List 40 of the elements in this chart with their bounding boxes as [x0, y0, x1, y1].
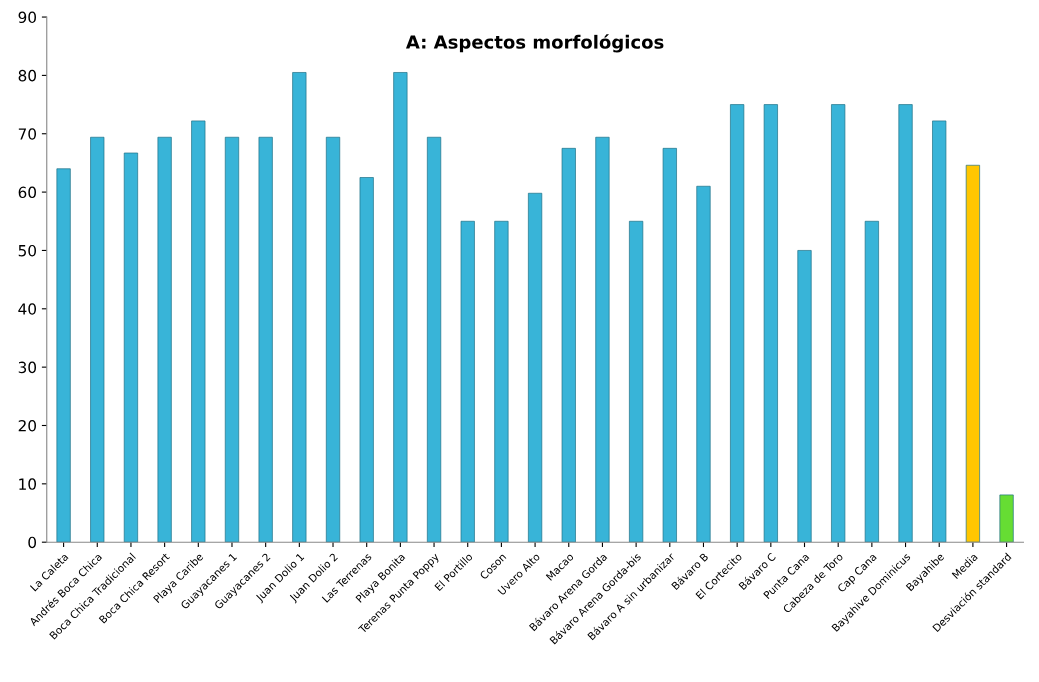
bar	[831, 104, 846, 543]
bar	[292, 72, 307, 543]
bar	[426, 136, 442, 543]
bar	[123, 152, 139, 543]
bar	[999, 494, 1014, 543]
bar	[393, 72, 408, 543]
y-tick-label: 0	[28, 536, 37, 549]
bar	[629, 220, 644, 543]
bar	[763, 104, 778, 543]
y-tick-label: 40	[18, 303, 37, 315]
bar	[730, 104, 745, 543]
bar	[325, 136, 341, 543]
y-tick-label: 30	[18, 361, 37, 374]
bar	[460, 220, 475, 543]
bar	[90, 136, 105, 543]
bar	[224, 136, 240, 543]
bar	[157, 136, 172, 543]
bar	[191, 120, 206, 543]
y-tick-label: 90	[18, 11, 37, 24]
bar	[797, 250, 812, 543]
bar	[864, 220, 879, 543]
bar	[696, 185, 711, 543]
y-tick-label: 60	[18, 186, 37, 199]
bar	[898, 104, 913, 543]
y-tick-label: 10	[19, 478, 37, 490]
bar	[595, 136, 610, 543]
y-tick-label: 20	[18, 419, 37, 432]
bar	[528, 192, 543, 543]
bar	[662, 147, 677, 543]
bar	[359, 177, 374, 543]
bar	[494, 220, 509, 543]
y-tick-label: 80	[18, 69, 37, 82]
bar	[561, 147, 576, 543]
text: A: Aspectos morfológicos	[405, 34, 664, 53]
y-tick-label: 50	[18, 244, 37, 257]
y-tick-label: 70	[18, 128, 37, 140]
bar	[965, 164, 980, 543]
bar	[258, 136, 273, 543]
bar	[56, 168, 71, 543]
bar	[932, 120, 947, 543]
